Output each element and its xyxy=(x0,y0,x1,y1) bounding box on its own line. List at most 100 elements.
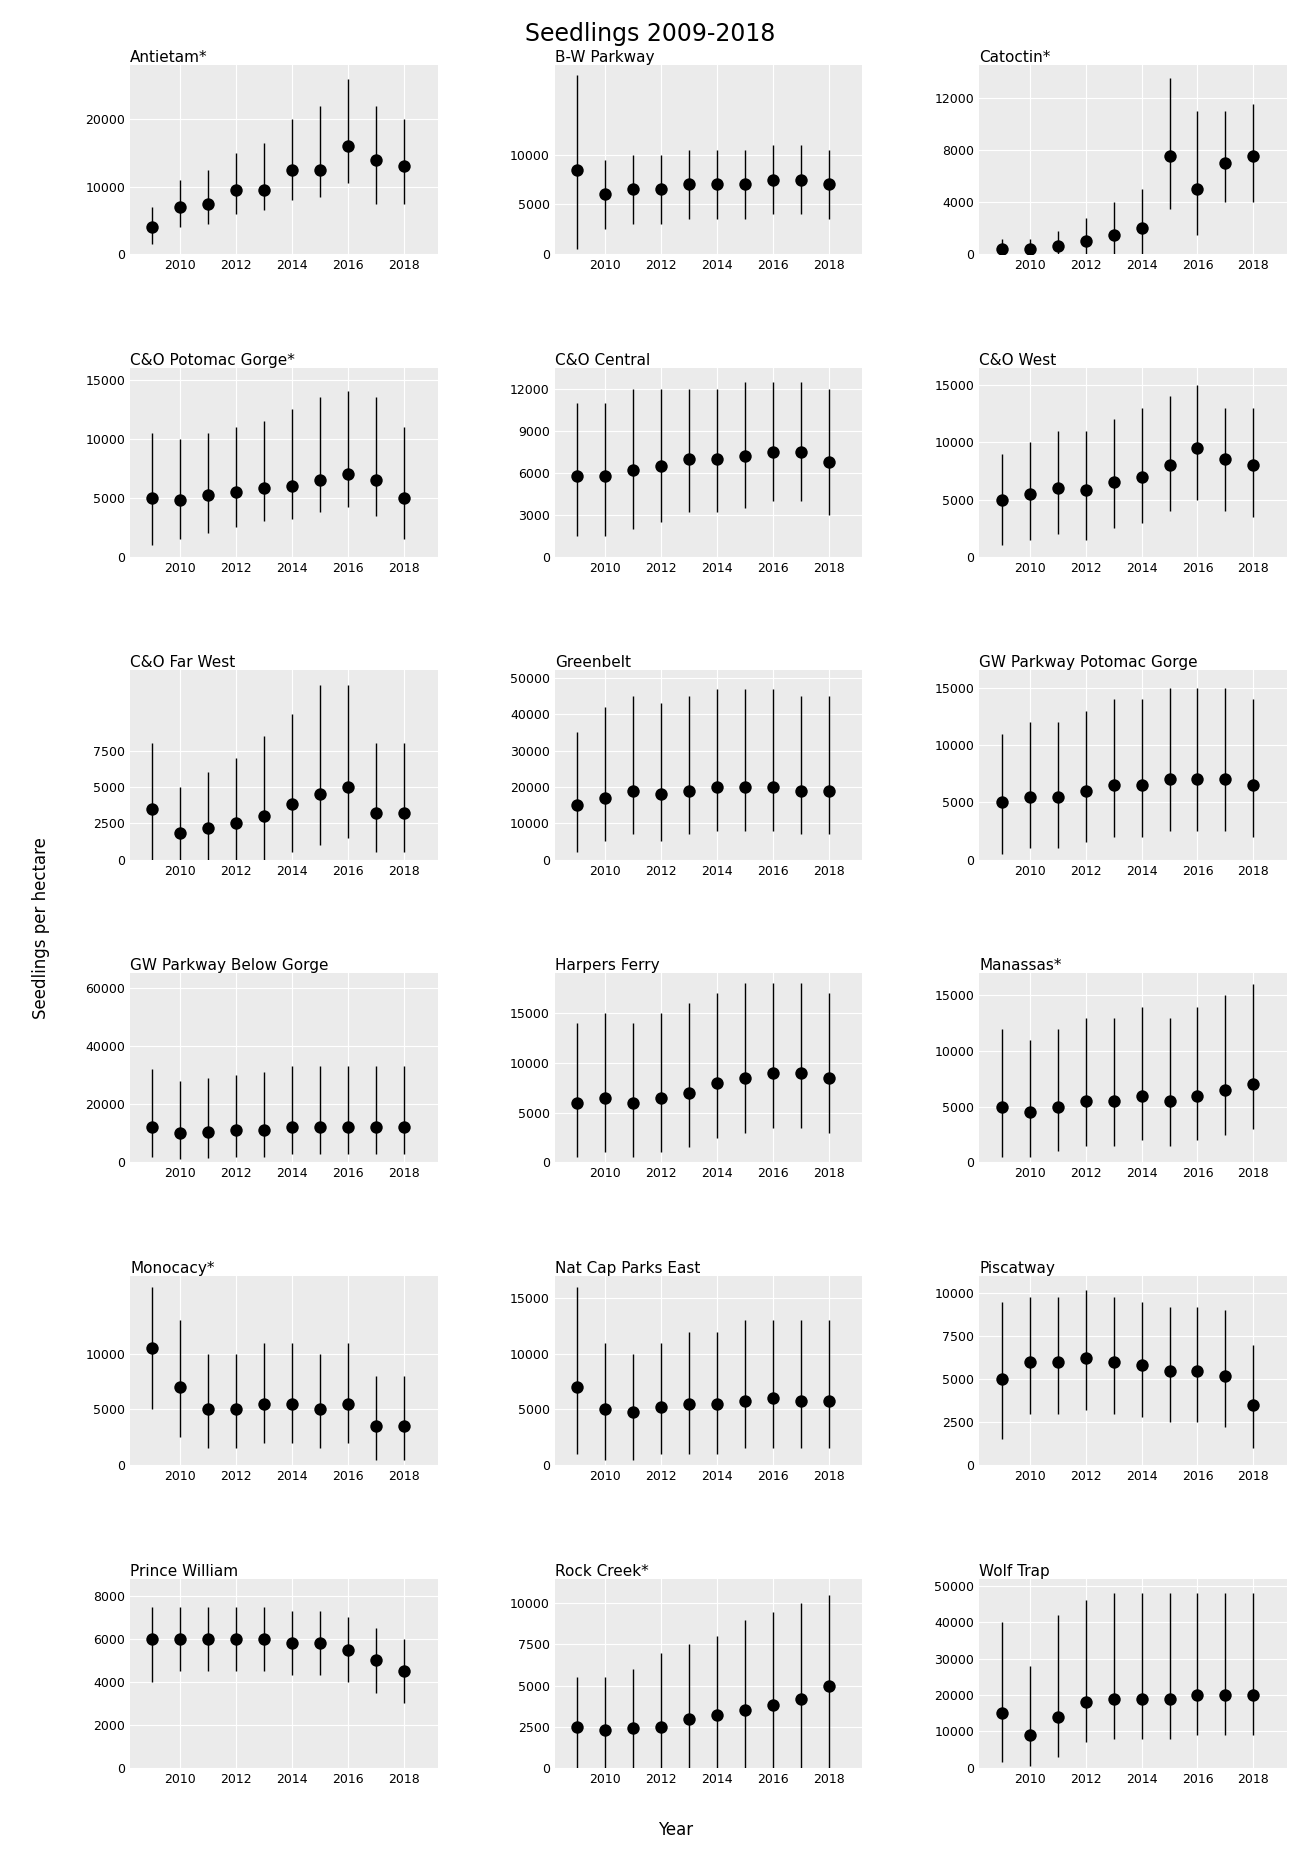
Point xyxy=(254,1116,274,1146)
Point xyxy=(679,444,699,474)
Point xyxy=(1131,1081,1152,1110)
Point xyxy=(142,1112,162,1142)
Point xyxy=(226,175,247,204)
Point xyxy=(254,800,274,830)
Point xyxy=(1019,1346,1040,1376)
Point xyxy=(992,1699,1013,1729)
Point xyxy=(1243,451,1264,481)
Point xyxy=(679,169,699,199)
Text: Prince William: Prince William xyxy=(130,1564,238,1578)
Point xyxy=(1019,1097,1040,1127)
Point xyxy=(1216,444,1236,474)
Point xyxy=(623,455,644,485)
Point xyxy=(365,466,386,496)
Point xyxy=(1160,1684,1180,1714)
Point xyxy=(309,780,330,810)
Point xyxy=(734,1385,755,1415)
Point xyxy=(142,212,162,241)
Point xyxy=(1243,1070,1264,1099)
Point xyxy=(1243,1681,1264,1710)
Point xyxy=(170,485,191,514)
Point xyxy=(365,145,386,175)
Point xyxy=(170,1118,191,1148)
Point xyxy=(762,165,783,195)
Point xyxy=(170,191,191,221)
Point xyxy=(1160,141,1180,171)
Point xyxy=(1243,141,1264,171)
Point xyxy=(309,1112,330,1142)
Point xyxy=(706,1701,727,1731)
Point xyxy=(734,1062,755,1092)
Point xyxy=(282,154,303,184)
Point xyxy=(338,459,359,488)
Point xyxy=(365,1411,386,1441)
Point xyxy=(365,799,386,828)
Point xyxy=(198,1116,218,1146)
Point xyxy=(1104,219,1124,249)
Point xyxy=(819,1062,840,1092)
Point xyxy=(790,436,811,466)
Point xyxy=(679,1389,699,1419)
Point xyxy=(650,1712,671,1742)
Point xyxy=(992,485,1013,514)
Point xyxy=(706,773,727,802)
Point xyxy=(790,1385,811,1415)
Point xyxy=(198,1625,218,1655)
Point xyxy=(1216,1361,1236,1391)
Point xyxy=(1048,474,1069,503)
Point xyxy=(790,1058,811,1088)
Point xyxy=(1187,1681,1208,1710)
Text: Greenbelt: Greenbelt xyxy=(555,656,630,670)
Text: Harpers Ferry: Harpers Ferry xyxy=(555,958,659,973)
Text: GW Parkway Below Gorge: GW Parkway Below Gorge xyxy=(130,958,329,973)
Point xyxy=(1019,479,1040,509)
Point xyxy=(762,1058,783,1088)
Text: C&O West: C&O West xyxy=(979,353,1057,368)
Point xyxy=(254,175,274,204)
Point xyxy=(1187,1081,1208,1110)
Point xyxy=(567,1372,588,1402)
Point xyxy=(819,776,840,806)
Point xyxy=(1048,782,1069,812)
Point xyxy=(762,773,783,802)
Point xyxy=(226,477,247,507)
Point xyxy=(1019,234,1040,264)
Point xyxy=(1243,771,1264,800)
Point xyxy=(819,1671,840,1701)
Point xyxy=(282,1112,303,1142)
Point xyxy=(226,1395,247,1424)
Point xyxy=(309,1629,330,1658)
Point xyxy=(1243,1391,1264,1421)
Point xyxy=(1216,1075,1236,1105)
Point xyxy=(992,1365,1013,1395)
Point xyxy=(142,1333,162,1363)
Point xyxy=(594,1716,615,1746)
Point xyxy=(567,791,588,821)
Point xyxy=(992,234,1013,264)
Point xyxy=(1187,433,1208,462)
Point xyxy=(567,154,588,184)
Point xyxy=(623,1088,644,1118)
Point xyxy=(365,1645,386,1675)
Point xyxy=(706,444,727,474)
Point xyxy=(1048,1092,1069,1122)
Text: Monocacy*: Monocacy* xyxy=(130,1261,214,1276)
Point xyxy=(1131,462,1152,492)
Point xyxy=(1104,1086,1124,1116)
Point xyxy=(394,799,415,828)
Point xyxy=(623,1714,644,1744)
Point xyxy=(1048,232,1069,262)
Point xyxy=(623,175,644,204)
Text: Catoctin*: Catoctin* xyxy=(979,50,1050,65)
Point xyxy=(394,483,415,513)
Text: B-W Parkway: B-W Parkway xyxy=(555,50,654,65)
Point xyxy=(790,776,811,806)
Point xyxy=(1104,771,1124,800)
Point xyxy=(650,780,671,810)
Point xyxy=(790,165,811,195)
Text: Piscatway: Piscatway xyxy=(979,1261,1056,1276)
Point xyxy=(394,1411,415,1441)
Point xyxy=(309,154,330,184)
Point xyxy=(1104,1684,1124,1714)
Point xyxy=(819,169,840,199)
